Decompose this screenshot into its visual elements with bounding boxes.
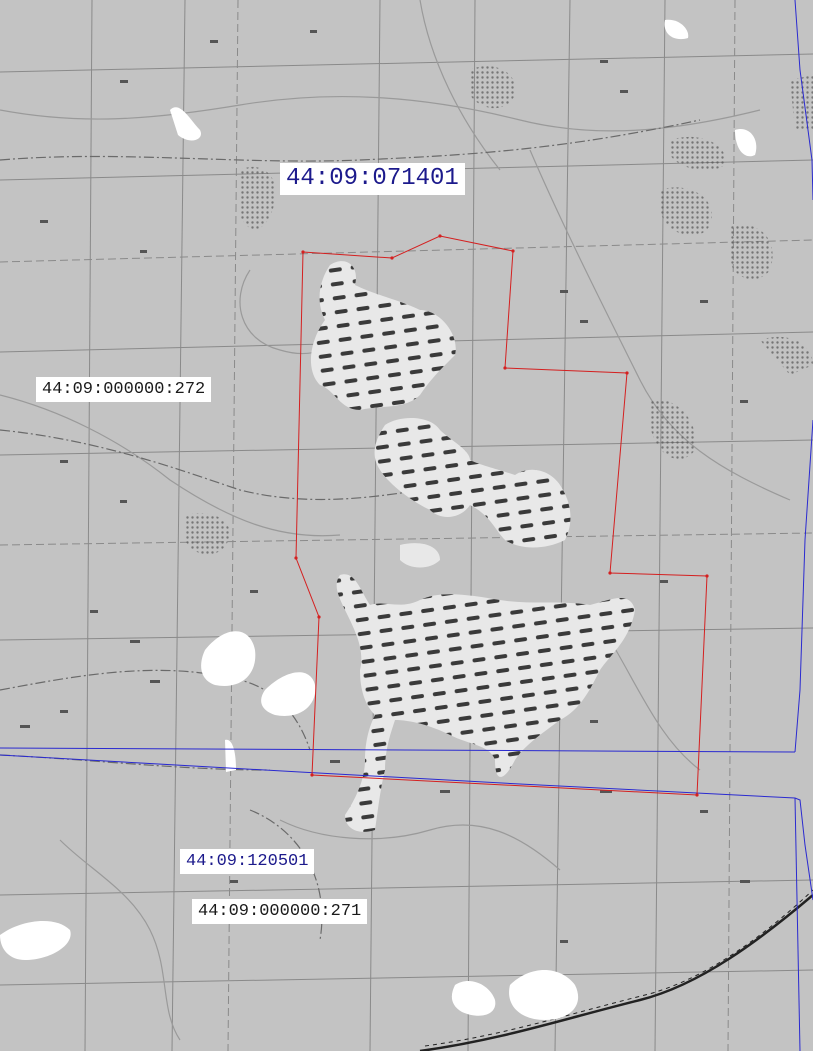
streams	[0, 0, 791, 1041]
parcel-vertices	[294, 234, 709, 797]
parcel-label-south: 44:09:000000:271	[192, 899, 368, 924]
parcel-label-west: 44:09:000000:272	[36, 377, 212, 402]
map-symbols	[20, 30, 750, 943]
vegetation-patches	[185, 66, 813, 555]
railway	[419, 889, 813, 1051]
open-areas	[0, 19, 757, 1020]
block-label-south: 44:09:120501	[180, 849, 315, 874]
block-label-north: 44:09:071401	[280, 163, 465, 195]
swamp-areas	[310, 261, 635, 832]
